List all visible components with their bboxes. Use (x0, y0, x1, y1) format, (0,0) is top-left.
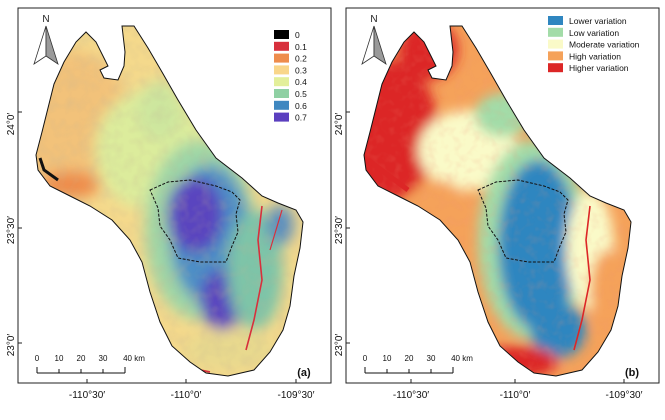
svg-text:0: 0 (363, 354, 368, 363)
panel-b-lat-label-24: 24°0′ (334, 113, 345, 136)
panel-a-legend-swatch-4 (274, 77, 289, 87)
svg-text:10: 10 (383, 354, 392, 363)
svg-text:30: 30 (99, 354, 108, 363)
svg-text:40 km: 40 km (451, 354, 473, 363)
panel-a-lat-label-23: 23°0′ (6, 334, 17, 357)
panel-a-legend-label-4: 0.4 (295, 77, 307, 87)
panel-b-legend-swatch-2 (548, 39, 563, 49)
panel-b-legend-label-1: Low variation (569, 28, 619, 38)
panel-a-legend: 0 0.1 0.20.3 0.4 0.5 0.6 0.7 (274, 30, 307, 123)
panel-a: 24°0′ 23°30′ 23°0′ -110°30′ -110°0′ -109… (6, 7, 332, 401)
svg-text:N: N (370, 14, 377, 25)
panel-a-legend-label-5: 0.5 (295, 89, 307, 99)
panel-b-north-arrow-icon: N (361, 14, 387, 65)
panel-b-protected-area-boundary (477, 179, 569, 263)
panel-b-legend-swatch-4 (548, 63, 563, 73)
panel-b-lon-label-110: -110°0′ (500, 390, 531, 401)
panel-a-lon-label-110: -110°0′ (171, 390, 202, 401)
panel-b-scale-bar: 0 10 20 30 40 km (363, 354, 473, 374)
panel-b-legend-swatch-1 (548, 27, 563, 37)
svg-text:30: 30 (427, 354, 436, 363)
panel-a-legend-label-1: 0.1 (295, 42, 307, 52)
panel-a-lat-label-24: 24°0′ (6, 113, 17, 136)
panel-a-protected-area-boundary (149, 179, 241, 263)
panel-a-north-arrow-icon: N (33, 14, 59, 65)
panel-a-lon-label-110-30: -110°30′ (69, 390, 105, 401)
panel-b: 24°0′ 23°30′ 23°0′ -110°30′ -110°0′ -109… (334, 7, 660, 401)
panel-a-legend-label-6: 0.6 (295, 101, 307, 111)
panel-b-lat-label-23-30: 23°30′ (334, 216, 345, 244)
panel-a-lon-label-109-30: -109°30′ (277, 390, 314, 401)
panel-b-legend-swatch-3 (548, 51, 563, 61)
panel-b-legend-label-4: Higher variation (569, 63, 629, 73)
panel-a-legend-swatch-2 (274, 53, 289, 63)
panel-b-tag: (b) (625, 367, 639, 379)
panel-a-legend-swatch-0 (274, 30, 289, 39)
panel-a-legend-swatch-7 (274, 112, 289, 122)
panel-b-lat-label-23: 23°0′ (334, 334, 345, 357)
panel-a-legend-label-7: 0.7 (295, 113, 307, 123)
panel-a-scale-bar: 0 10 20 30 40 km (35, 354, 145, 374)
panel-a-legend-swatch-6 (274, 100, 289, 110)
panel-a-legend-swatch-3 (274, 65, 289, 75)
panel-a-legend-label-2: 0.2 (295, 54, 307, 64)
panel-a-lat-label-23-30: 23°30′ (6, 216, 17, 244)
panel-a-legend-label-0: 0 (295, 30, 300, 40)
svg-text:20: 20 (405, 354, 414, 363)
panel-b-lon-label-110-30: -110°30′ (393, 390, 429, 401)
panel-b-legend-label-3: High variation (569, 51, 621, 61)
panel-b-legend-label-0: Lower variation (569, 16, 627, 26)
panel-a-tag: (a) (297, 367, 311, 379)
panel-b-lon-label-109-30: -109°30′ (605, 390, 642, 401)
panel-b-legend-label-2: Moderate variation (569, 40, 640, 50)
panel-b-legend-swatch-0 (548, 16, 563, 25)
svg-text:N: N (42, 14, 49, 25)
panel-a-legend-swatch-1 (274, 41, 289, 51)
panel-a-legend-swatch-5 (274, 89, 289, 98)
panel-b-legend: Lower variation Low variation Moderate var… (548, 16, 640, 73)
svg-text:0: 0 (35, 354, 40, 363)
svg-text:20: 20 (77, 354, 86, 363)
svg-text:40 km: 40 km (123, 354, 145, 363)
svg-text:10: 10 (55, 354, 64, 363)
panel-a-legend-label-3: 0.3 (295, 65, 307, 75)
